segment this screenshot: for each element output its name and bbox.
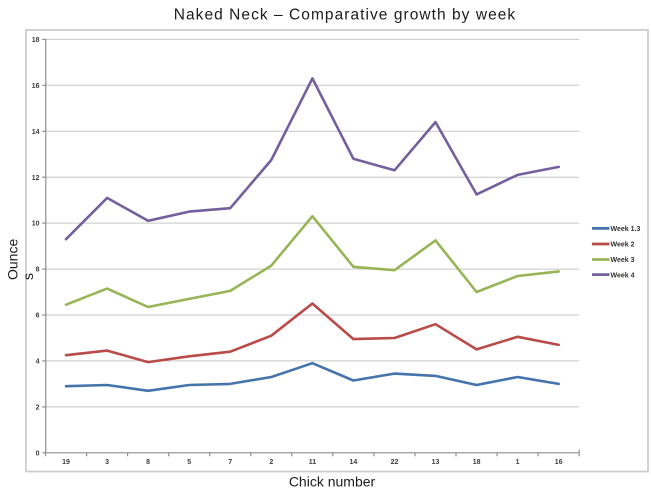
- svg-text:12: 12: [32, 175, 40, 182]
- svg-text:Ounce: Ounce: [5, 239, 21, 280]
- svg-text:8: 8: [36, 267, 40, 274]
- svg-text:s: s: [20, 273, 36, 280]
- svg-text:Week 2: Week 2: [611, 242, 635, 249]
- svg-text:14: 14: [32, 129, 40, 136]
- svg-text:19: 19: [62, 459, 70, 466]
- svg-text:6: 6: [36, 313, 40, 320]
- svg-text:2: 2: [36, 405, 40, 412]
- svg-text:4: 4: [36, 359, 40, 366]
- svg-text:11: 11: [309, 459, 317, 466]
- svg-text:3: 3: [105, 459, 109, 466]
- svg-text:13: 13: [432, 459, 440, 466]
- svg-text:Week 4: Week 4: [611, 272, 635, 279]
- svg-text:22: 22: [391, 459, 399, 466]
- svg-text:Week 3: Week 3: [611, 257, 635, 264]
- svg-text:5: 5: [187, 459, 191, 466]
- svg-text:14: 14: [350, 459, 358, 466]
- svg-text:7: 7: [228, 459, 232, 466]
- svg-text:Naked Neck – Comparative growt: Naked Neck – Comparative growth by week: [174, 7, 516, 24]
- svg-text:18: 18: [473, 459, 481, 466]
- svg-text:1: 1: [516, 459, 520, 466]
- svg-text:0: 0: [36, 450, 40, 457]
- svg-text:Week 1.3: Week 1.3: [611, 226, 641, 233]
- svg-text:Chick number: Chick number: [289, 474, 376, 490]
- svg-text:8: 8: [146, 459, 150, 466]
- svg-text:16: 16: [555, 459, 563, 466]
- svg-text:2: 2: [269, 459, 273, 466]
- svg-text:18: 18: [32, 37, 40, 44]
- svg-text:16: 16: [32, 83, 40, 90]
- svg-text:10: 10: [32, 221, 40, 228]
